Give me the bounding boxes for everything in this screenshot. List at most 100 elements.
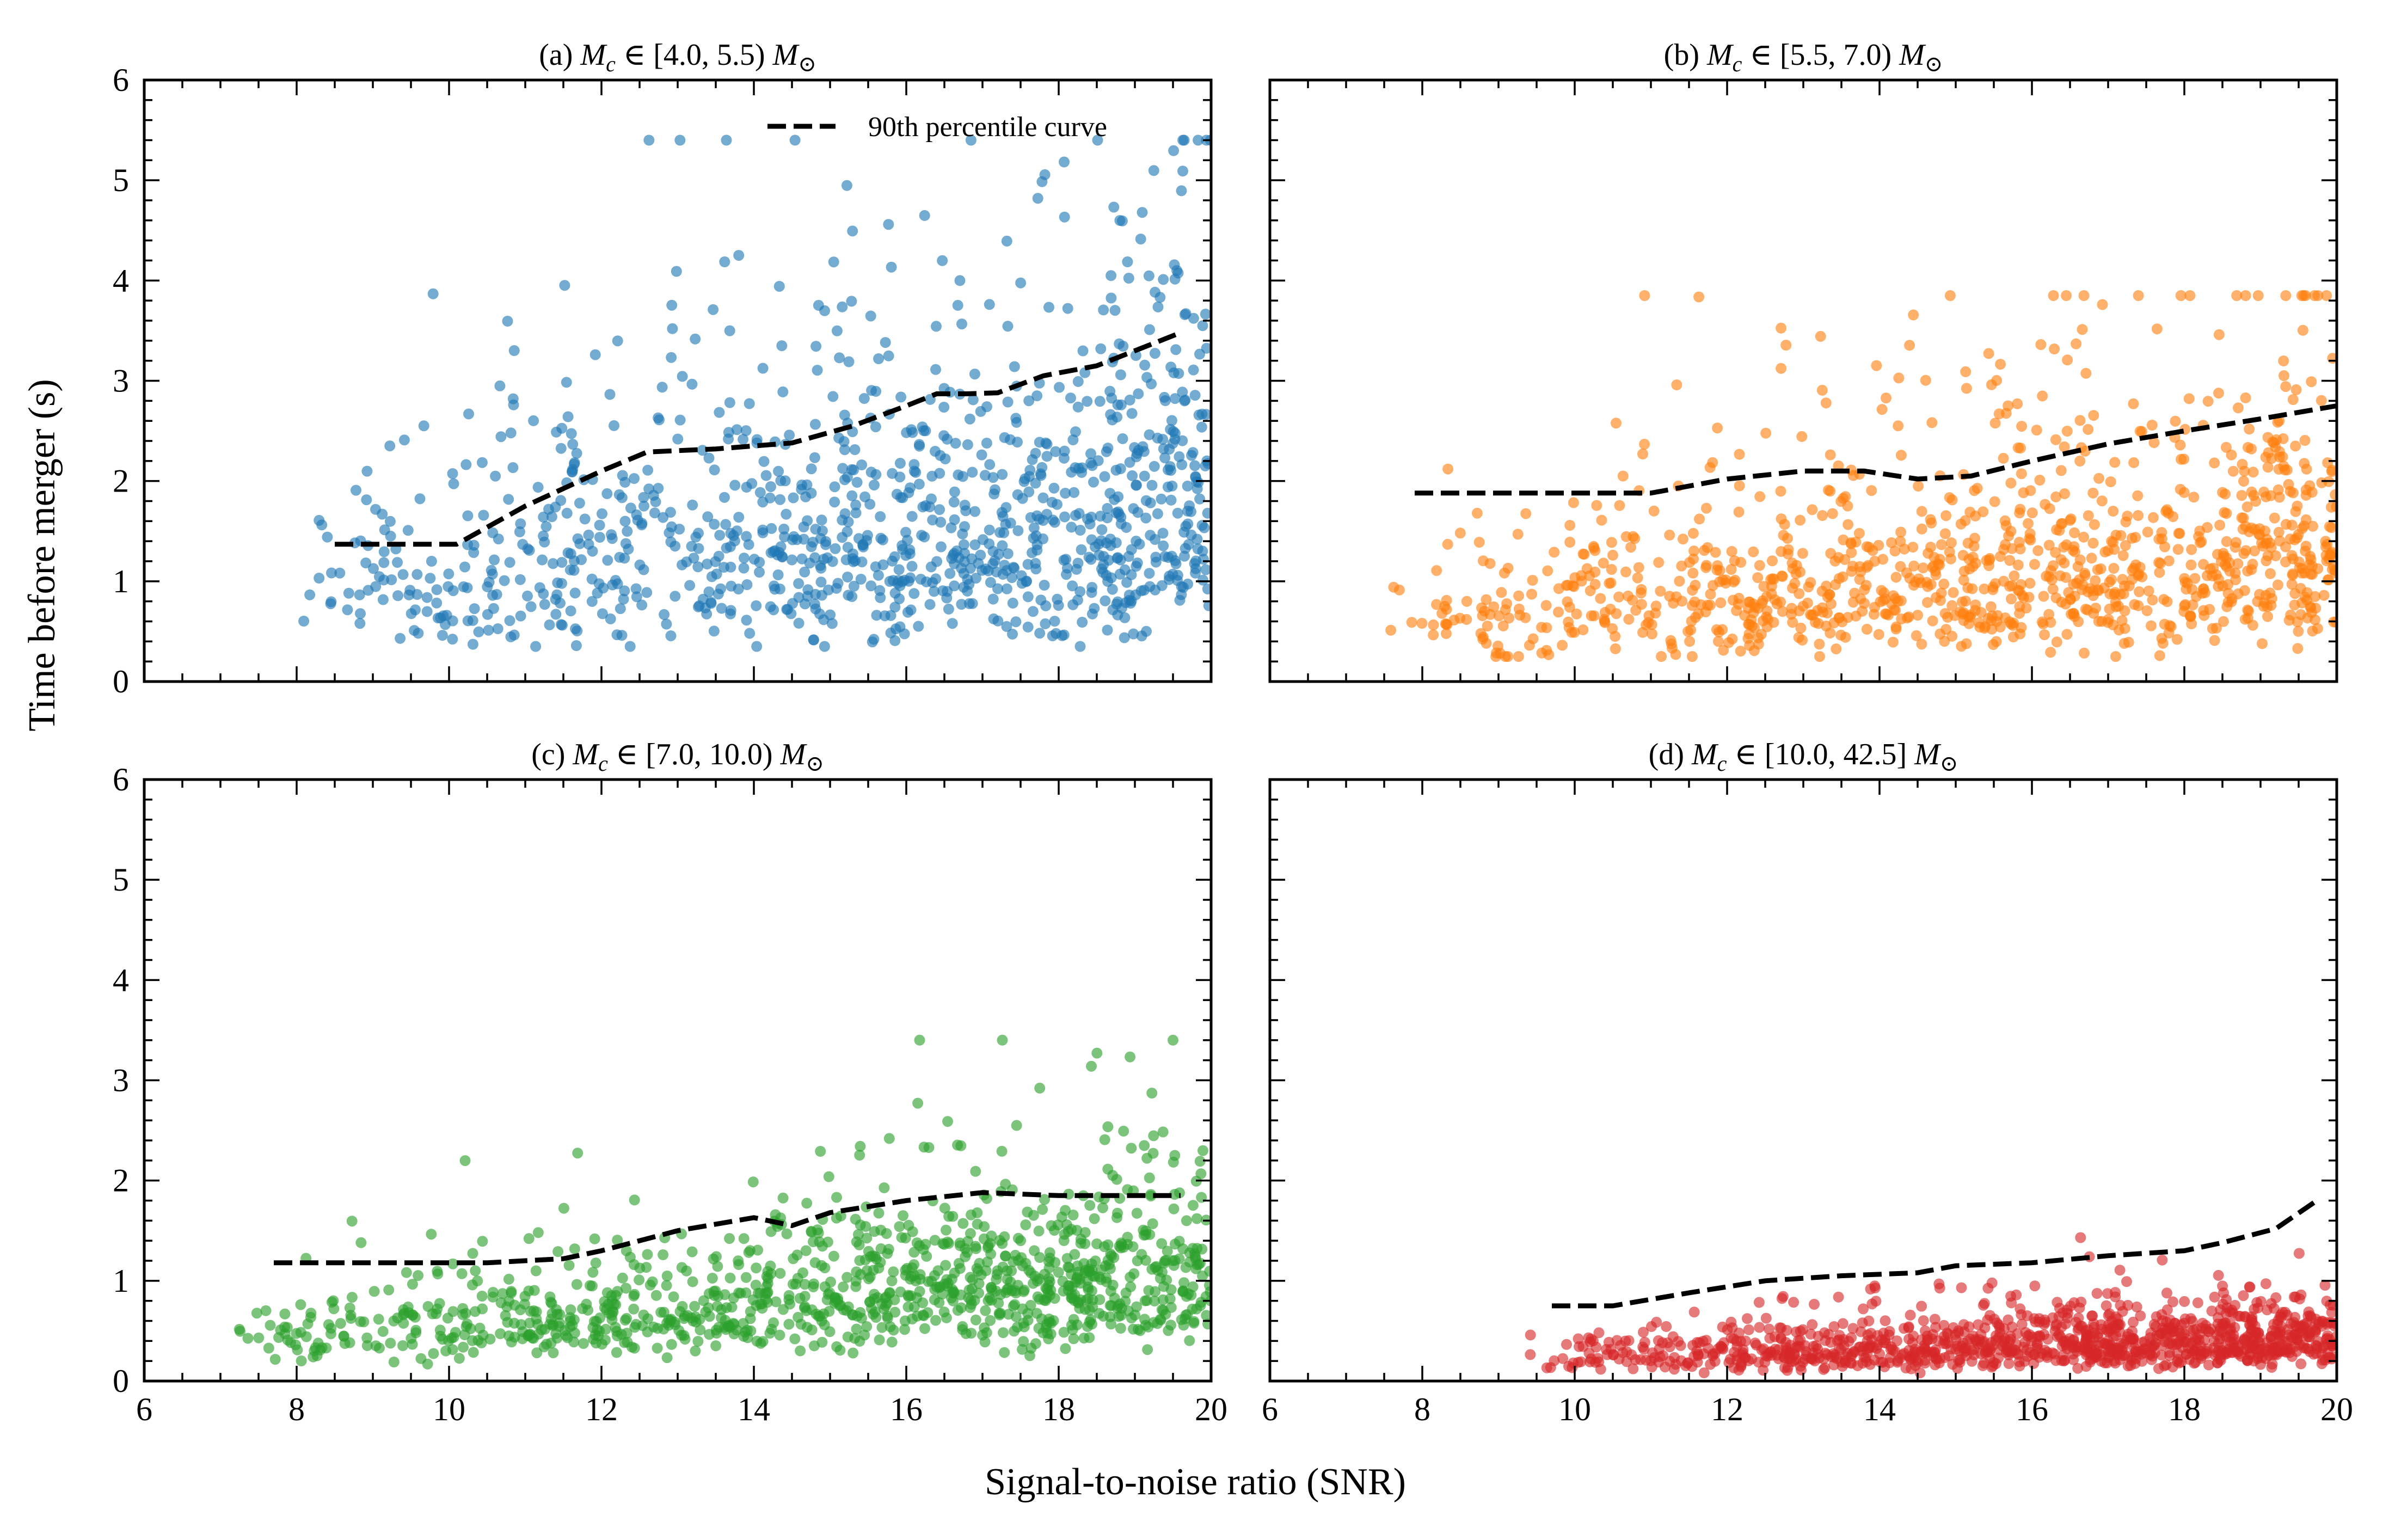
scatter-point bbox=[462, 582, 473, 593]
scatter-point bbox=[1831, 643, 1842, 654]
scatter-point bbox=[468, 539, 480, 551]
scatter-point bbox=[1589, 566, 1601, 578]
scatter-point bbox=[1814, 639, 1825, 650]
legend: 90th percentile curve bbox=[767, 112, 1107, 143]
scatter-point bbox=[1164, 570, 1175, 582]
scatter-point bbox=[1196, 520, 1208, 531]
scatter-point bbox=[1717, 1321, 1728, 1333]
x-tick-label: 12 bbox=[585, 1391, 618, 1427]
scatter-point bbox=[764, 1328, 776, 1339]
scatter-point bbox=[566, 428, 577, 439]
scatter-point bbox=[571, 447, 582, 459]
scatter-point bbox=[2114, 1265, 2126, 1276]
scatter-point bbox=[1118, 1125, 1129, 1137]
scatter-point bbox=[1074, 641, 1086, 652]
scatter-point bbox=[1036, 176, 1048, 187]
scatter-point bbox=[1635, 1354, 1646, 1365]
scatter-point bbox=[888, 1324, 899, 1336]
scatter-point bbox=[1598, 557, 1609, 569]
scatter-point bbox=[1067, 1210, 1079, 1220]
scatter-point bbox=[650, 1290, 662, 1301]
scatter-point bbox=[1461, 596, 1472, 607]
scatter-point bbox=[2284, 1347, 2295, 1358]
scatter-point bbox=[1929, 1314, 1940, 1325]
scatter-point bbox=[1664, 529, 1675, 541]
scatter-point bbox=[1858, 1303, 1869, 1315]
scatter-point bbox=[1568, 497, 1579, 508]
scatter-point bbox=[1144, 1172, 1155, 1183]
scatter-point bbox=[620, 538, 631, 549]
scatter-point bbox=[1916, 506, 1927, 517]
scatter-point bbox=[659, 609, 670, 620]
scatter-point bbox=[1184, 1335, 1195, 1346]
scatter-point bbox=[2219, 507, 2230, 518]
scatter-point bbox=[1097, 1202, 1108, 1213]
scatter-point bbox=[563, 1260, 575, 1271]
scatter-point bbox=[1179, 309, 1190, 320]
scatter-point bbox=[1833, 612, 1845, 624]
scatter-point bbox=[831, 325, 843, 336]
scatter-point bbox=[1501, 598, 1513, 609]
scatter-point bbox=[447, 468, 458, 479]
scatter-point bbox=[2269, 512, 2280, 524]
scatter-point bbox=[719, 1289, 730, 1300]
scatter-point bbox=[1617, 470, 1629, 482]
scatter-point bbox=[941, 592, 953, 604]
scatter-point bbox=[1158, 540, 1169, 551]
scatter-point bbox=[2233, 1348, 2244, 1360]
scatter-point bbox=[944, 568, 956, 579]
scatter-point bbox=[831, 1212, 842, 1224]
scatter-point bbox=[1198, 554, 1209, 565]
scatter-point bbox=[1748, 645, 1760, 657]
scatter-point bbox=[1694, 513, 1705, 525]
scatter-point bbox=[1111, 1174, 1122, 1185]
scatter-points bbox=[1385, 290, 2337, 662]
scatter-point bbox=[847, 548, 858, 560]
scatter-point bbox=[629, 1342, 640, 1354]
scatter-point bbox=[617, 1272, 628, 1284]
scatter-point bbox=[1656, 651, 1667, 662]
scatter-point bbox=[962, 439, 973, 450]
y-tick-label: 1 bbox=[113, 1263, 129, 1299]
scatter-point bbox=[943, 1211, 955, 1222]
scatter-point bbox=[631, 509, 642, 520]
scatter-point bbox=[531, 1347, 543, 1359]
scatter-point bbox=[728, 530, 739, 541]
scatter-point bbox=[704, 1311, 715, 1322]
scatter-point bbox=[1687, 527, 1699, 539]
scatter-point bbox=[1904, 340, 1915, 351]
scatter-point bbox=[711, 1328, 722, 1339]
scatter-point bbox=[924, 501, 936, 513]
scatter-point bbox=[889, 602, 901, 613]
scatter-point bbox=[377, 1326, 389, 1337]
scatter-point bbox=[2096, 1319, 2107, 1330]
scatter-point bbox=[1702, 599, 1714, 611]
scatter-point bbox=[2133, 290, 2144, 301]
scatter-point bbox=[818, 1308, 830, 1320]
scatter-point bbox=[1146, 480, 1158, 491]
scatter-point bbox=[1134, 538, 1145, 550]
scatter-point bbox=[1007, 628, 1018, 640]
scatter-point bbox=[1061, 1219, 1072, 1230]
scatter-point bbox=[612, 1286, 623, 1297]
scatter-point bbox=[882, 1248, 893, 1259]
scatter-point bbox=[815, 560, 826, 571]
scatter-point bbox=[1969, 1343, 1980, 1355]
scatter-point bbox=[578, 1338, 589, 1349]
scatter-point bbox=[2029, 1349, 2041, 1360]
scatter-point bbox=[1767, 555, 1778, 567]
scatter-point bbox=[822, 1236, 833, 1248]
scatter-point bbox=[384, 516, 396, 527]
scatter-point bbox=[1128, 628, 1139, 640]
scatter-point bbox=[692, 1336, 704, 1347]
scatter-point bbox=[1115, 463, 1126, 474]
y-tick-label: 2 bbox=[113, 1163, 129, 1199]
scatter-point bbox=[1611, 418, 1622, 429]
scatter-point bbox=[1144, 324, 1155, 335]
scatter-point bbox=[703, 1302, 714, 1314]
scatter-point bbox=[976, 449, 987, 461]
scatter-point bbox=[806, 1324, 818, 1335]
scatter-point bbox=[656, 382, 668, 393]
scatter-point bbox=[2217, 1280, 2228, 1292]
scatter-point bbox=[1776, 363, 1787, 374]
